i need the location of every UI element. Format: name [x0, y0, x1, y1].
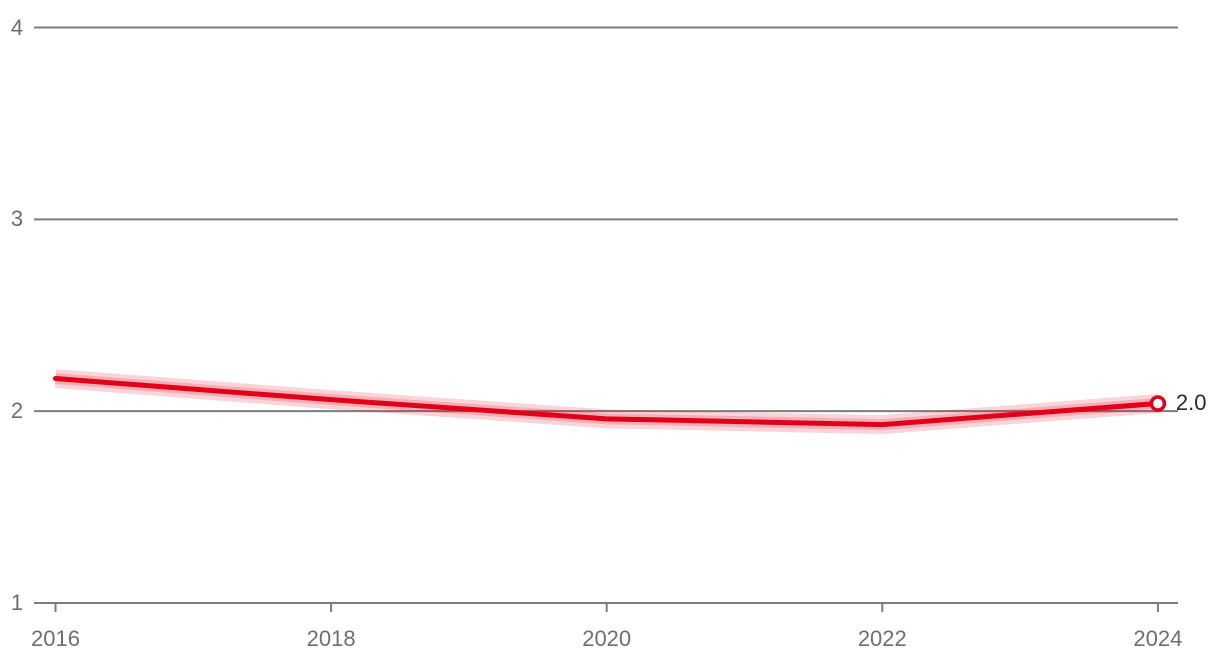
end-point-marker: [1149, 395, 1167, 412]
y-axis-label-2: 2: [10, 398, 24, 424]
x-axis-label-2024: 2024: [1133, 626, 1183, 651]
x-axis-label-2020: 2020: [582, 626, 632, 651]
y-axis-label-3: 3: [10, 206, 24, 232]
x-axis-label-2016: 2016: [31, 626, 80, 651]
y-axis-label-1: 1: [10, 590, 24, 615]
end-value-label: 2.0: [1175, 390, 1207, 416]
x-axis-label-2022: 2022: [857, 626, 907, 651]
y-axis-label-4: 4: [10, 14, 24, 40]
x-axis-label-2018: 2018: [306, 626, 356, 651]
trend-line: [53, 376, 1161, 428]
